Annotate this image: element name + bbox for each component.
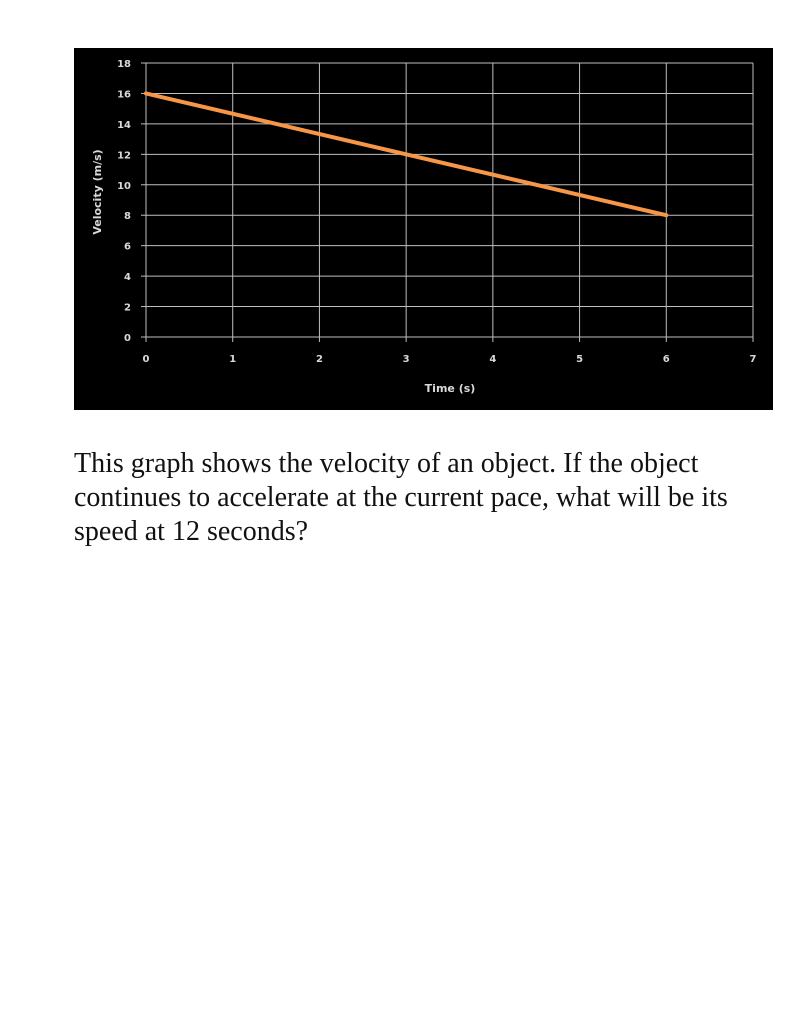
x-tick-label: 5 <box>576 354 583 365</box>
grid-layer <box>146 62 754 337</box>
velocity-time-chart: 0 2 4 6 8 10 12 14 16 18 0 1 2 3 4 5 6 7 Time (s) Velocit… <box>74 48 773 410</box>
x-tick-label: 3 <box>403 354 410 365</box>
y-axis-title: Velocity (m/s) <box>91 149 104 234</box>
y-tick-label: 0 <box>124 333 131 344</box>
y-tick-label: 14 <box>117 120 131 131</box>
y-tick-label: 2 <box>124 303 131 314</box>
y-tick-label: 18 <box>117 59 131 70</box>
y-tick-label: 8 <box>124 211 131 222</box>
series-layer <box>144 91 669 218</box>
x-tick-label: 6 <box>663 354 670 365</box>
y-tick-label: 6 <box>124 242 131 253</box>
x-tick-label: 2 <box>316 354 323 365</box>
axis-layer <box>141 62 754 342</box>
x-tick-label: 7 <box>750 354 757 365</box>
x-tick-label: 4 <box>489 354 496 365</box>
y-tick-label: 12 <box>117 150 131 161</box>
velocity-line <box>144 91 669 218</box>
y-tick-label: 4 <box>124 272 131 283</box>
y-tick-label: 10 <box>117 181 131 192</box>
question-text: This graph shows the velocity of an obje… <box>74 448 728 547</box>
y-tick-label: 16 <box>117 89 131 100</box>
x-tick-label: 0 <box>143 354 150 365</box>
x-tick-label: 1 <box>229 354 236 365</box>
x-axis-title: Time (s) <box>425 382 476 395</box>
